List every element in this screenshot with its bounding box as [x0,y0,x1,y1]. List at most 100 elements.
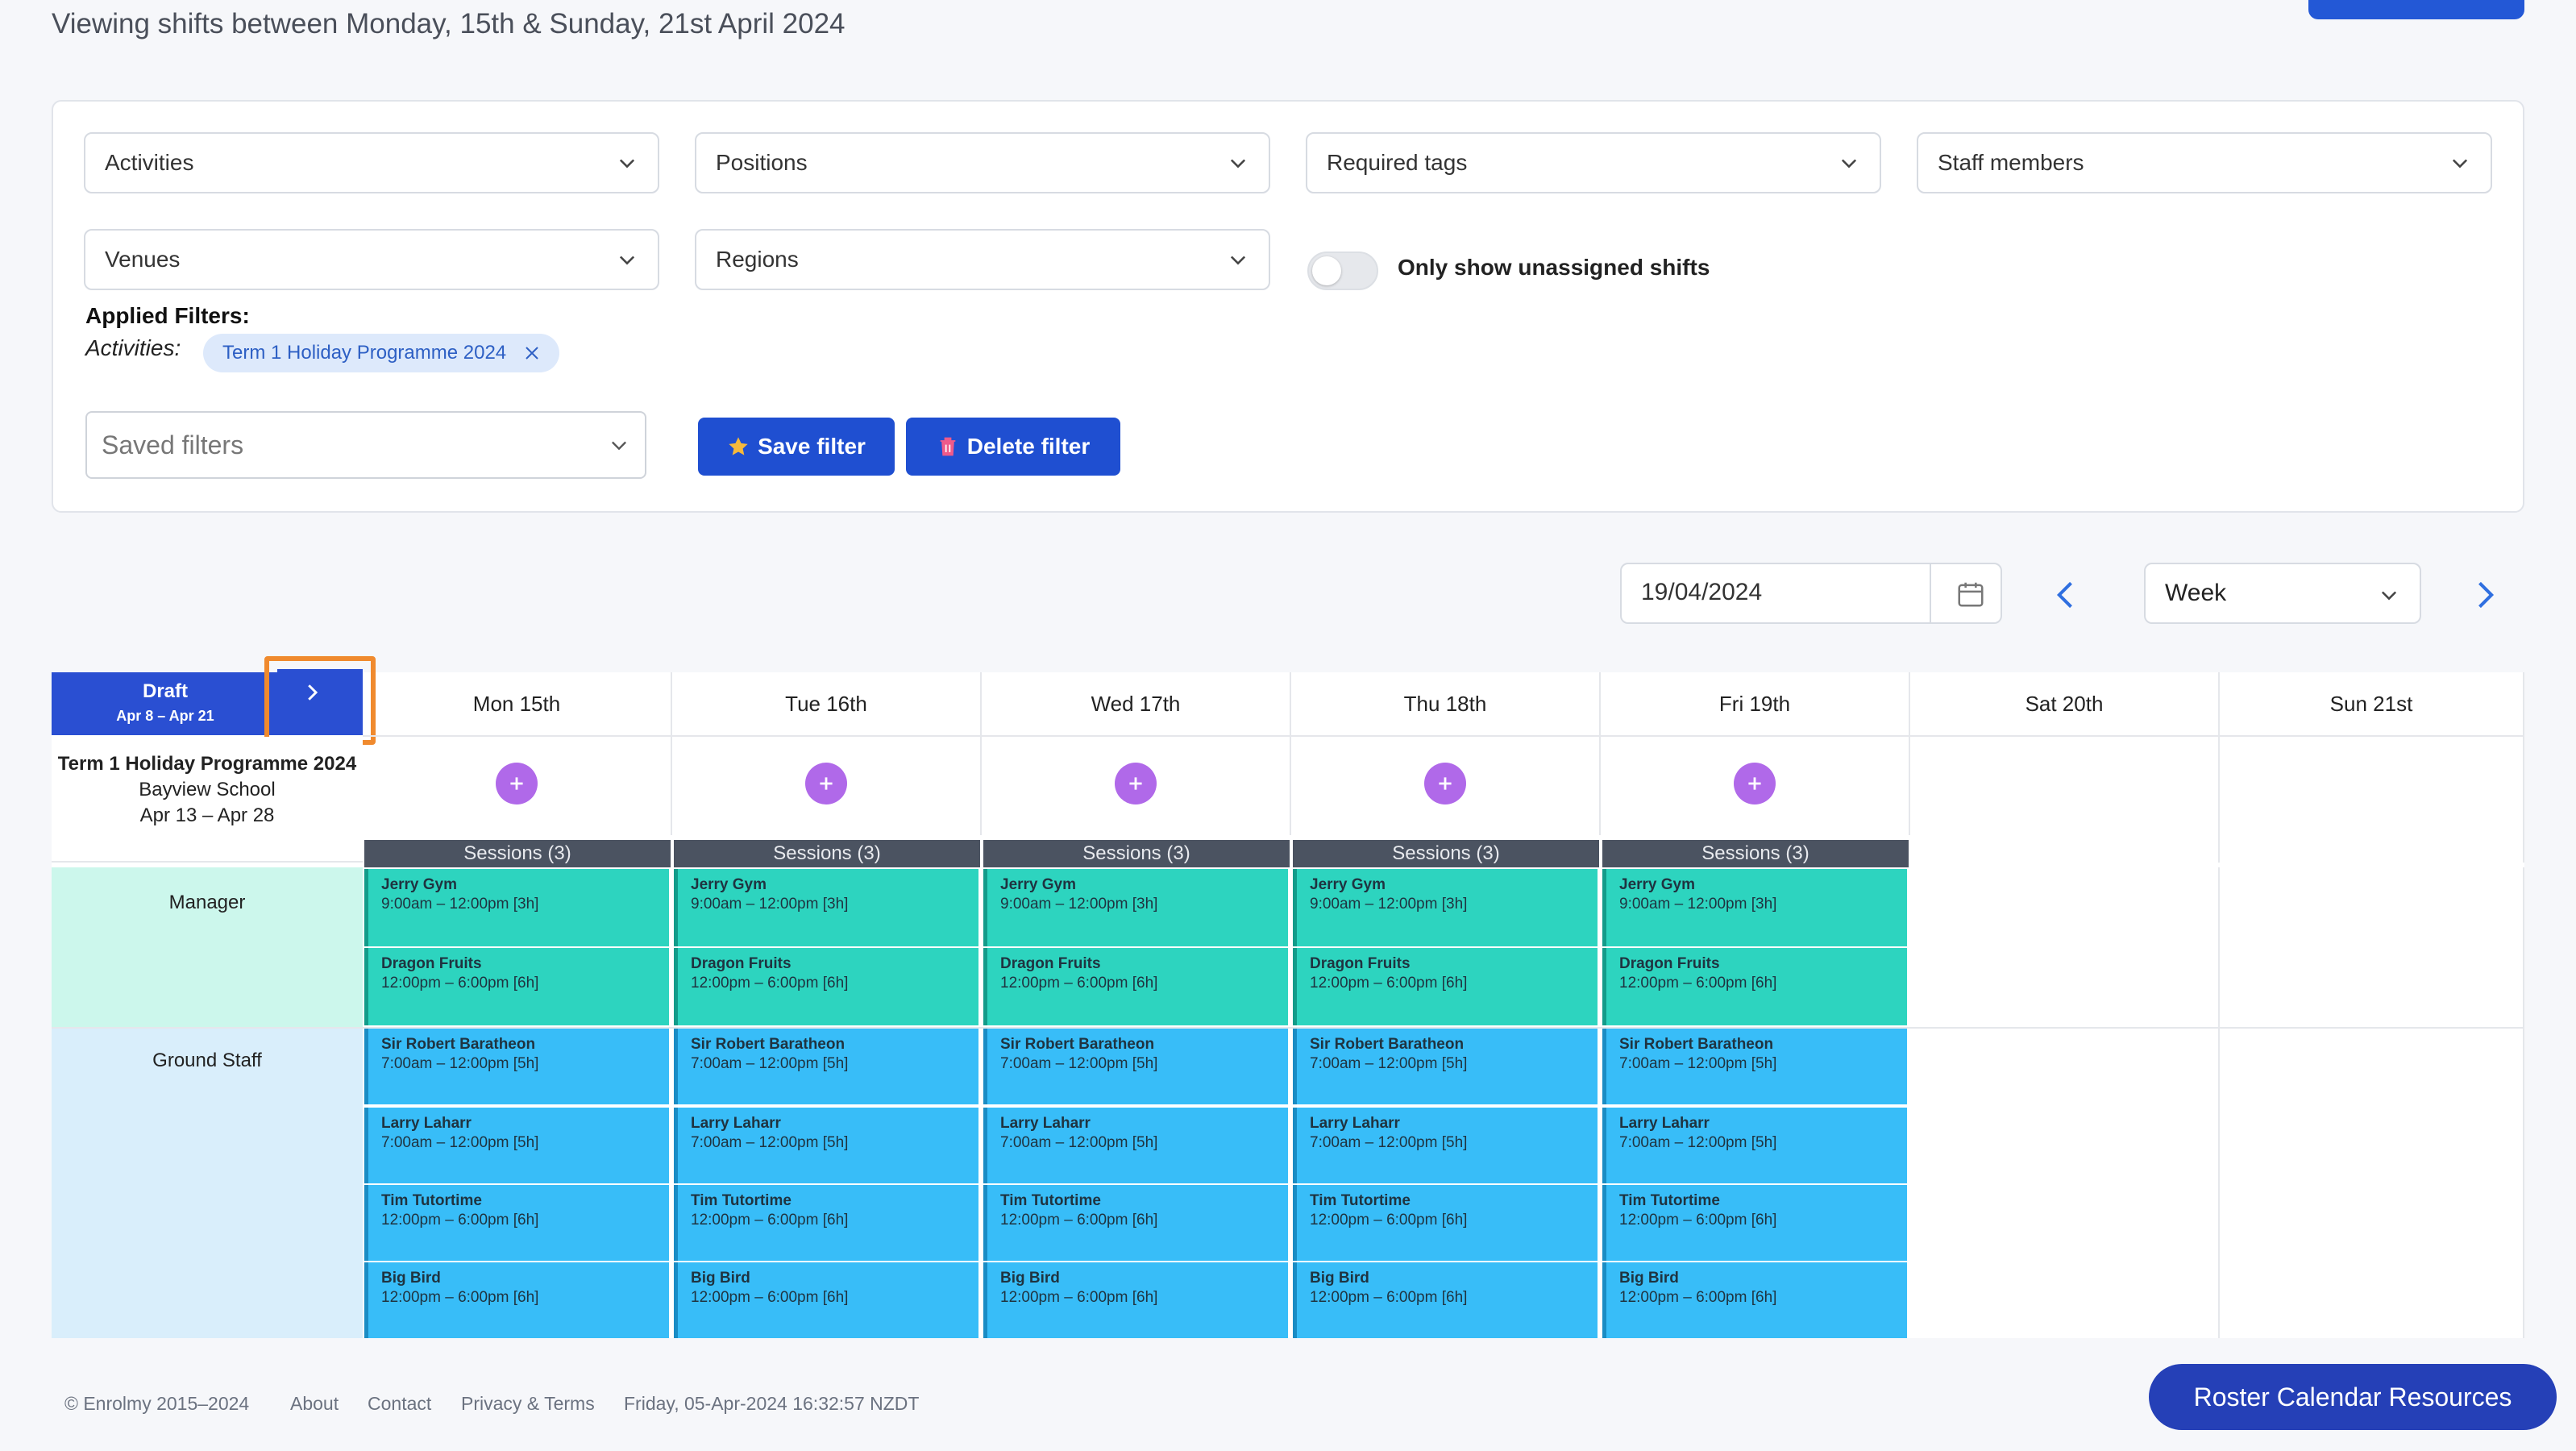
shift-time: 12:00pm – 6:00pm [6h] [691,975,849,992]
shift-card[interactable]: Big Bird 12:00pm – 6:00pm [6h] [674,1262,978,1338]
top-action-button[interactable] [2308,0,2524,19]
chevron-left-icon[interactable] [2049,577,2084,613]
date-input[interactable]: 19/04/2024 [1641,579,1763,605]
unassigned-toggle[interactable] [1307,252,1378,290]
unassigned-toggle-label: Only show unassigned shifts [1398,255,1710,280]
shift-staff-name: Jerry Gym [1619,876,1696,893]
view-select[interactable]: Week [2144,563,2421,624]
shift-staff-name: Tim Tutortime [1619,1192,1720,1209]
activity-venue: Bayview School [139,779,276,800]
close-icon[interactable] [522,343,542,363]
shift-time: 12:00pm – 6:00pm [6h] [1000,975,1158,992]
footer-timestamp: Friday, 05-Apr-2024 16:32:57 NZDT [624,1393,920,1414]
add-shift-button[interactable] [805,763,847,804]
venues-dropdown-label: Venues [105,247,181,272]
date-picker[interactable]: 19/04/2024 [1620,563,2002,624]
shift-card[interactable]: Larry Laharr 7:00am – 12:00pm [5h] [1602,1108,1907,1183]
roster-resources-button[interactable]: Roster Calendar Resources [2149,1364,2557,1430]
shift-staff-name: Big Bird [1310,1270,1369,1287]
staff-members-dropdown[interactable]: Staff members [1917,132,2492,193]
shift-card[interactable]: Larry Laharr 7:00am – 12:00pm [5h] [983,1108,1288,1183]
positions-dropdown[interactable]: Positions [695,132,1270,193]
applied-filters-key: Activities: [85,335,181,360]
sessions-bar[interactable]: Sessions (3) [983,840,1290,867]
shift-card[interactable]: Sir Robert Baratheon 7:00am – 12:00pm [5h… [674,1029,978,1104]
shift-staff-name: Sir Robert Baratheon [1619,1036,1774,1053]
footer-privacy-link[interactable]: Privacy & Terms [461,1393,595,1414]
shift-card[interactable]: Tim Tutortime 12:00pm – 6:00pm [6h] [1602,1185,1907,1261]
chip-label: Term 1 Holiday Programme 2024 [222,342,507,364]
shift-card[interactable]: Jerry Gym 9:00am – 12:00pm [3h] [674,869,978,946]
shift-staff-name: Big Bird [381,1270,441,1287]
add-shift-button[interactable] [1424,763,1466,804]
calendar-icon[interactable] [1955,579,1986,609]
shift-card[interactable]: Sir Robert Baratheon 7:00am – 12:00pm [5h… [983,1029,1288,1104]
shift-card[interactable]: Larry Laharr 7:00am – 12:00pm [5h] [1293,1108,1598,1183]
shift-card[interactable]: Jerry Gym 9:00am – 12:00pm [3h] [1293,869,1598,946]
applied-filters-title: Applied Filters: [85,303,250,328]
shift-card[interactable]: Sir Robert Baratheon 7:00am – 12:00pm [5h… [1293,1029,1598,1104]
shift-card[interactable]: Big Bird 12:00pm – 6:00pm [6h] [983,1262,1288,1338]
shift-card[interactable]: Tim Tutortime 12:00pm – 6:00pm [6h] [983,1185,1288,1261]
shift-card[interactable]: Jerry Gym 9:00am – 12:00pm [3h] [364,869,669,946]
chevron-down-icon [612,441,626,451]
shift-card[interactable]: Big Bird 12:00pm – 6:00pm [6h] [1602,1262,1907,1338]
shift-card[interactable]: Dragon Fruits 12:00pm – 6:00pm [6h] [364,948,669,1025]
draft-range: Apr 8 – Apr 21 [116,708,214,724]
shift-card[interactable]: Larry Laharr 7:00am – 12:00pm [5h] [674,1108,978,1183]
shift-time: 7:00am – 12:00pm [5h] [691,1055,849,1072]
footer-contact-link[interactable]: Contact [368,1393,432,1414]
venues-dropdown[interactable]: Venues [84,229,659,290]
position-label-ground-staff: Ground Staff [152,1050,262,1071]
draft-next-button[interactable] [264,656,376,745]
sessions-bar[interactable]: Sessions (3) [1293,840,1599,867]
footer-about-link[interactable]: About [290,1393,339,1414]
plus-icon [1439,777,1452,790]
add-shift-button[interactable] [496,763,538,804]
chevron-down-icon [619,159,635,168]
shift-card[interactable]: Tim Tutortime 12:00pm – 6:00pm [6h] [674,1185,978,1261]
shift-card[interactable]: Big Bird 12:00pm – 6:00pm [6h] [1293,1262,1598,1338]
shift-time: 12:00pm – 6:00pm [6h] [691,1289,849,1306]
shift-time: 9:00am – 12:00pm [3h] [1310,896,1468,913]
shift-card[interactable]: Jerry Gym 9:00am – 12:00pm [3h] [983,869,1288,946]
save-filter-button[interactable]: Save filter [698,418,895,476]
shift-card[interactable]: Big Bird 12:00pm – 6:00pm [6h] [364,1262,669,1338]
activities-dropdown-label: Activities [105,150,194,175]
delete-filter-label: Delete filter [966,434,1091,459]
chevron-down-icon [1230,159,1246,168]
shift-time: 7:00am – 12:00pm [5h] [1619,1134,1777,1151]
shift-time: 12:00pm – 6:00pm [6h] [1310,1289,1468,1306]
plus-icon [820,777,833,790]
shift-card[interactable]: Dragon Fruits 12:00pm – 6:00pm [6h] [1293,948,1598,1025]
shift-card[interactable]: Dragon Fruits 12:00pm – 6:00pm [6h] [674,948,978,1025]
empty-cell [1910,737,2220,863]
shift-card[interactable]: Jerry Gym 9:00am – 12:00pm [3h] [1602,869,1907,946]
manager-row-bg [52,867,363,1027]
shift-time: 7:00am – 12:00pm [5h] [691,1134,849,1151]
shift-time: 12:00pm – 6:00pm [6h] [1000,1212,1158,1229]
sessions-bar[interactable]: Sessions (3) [364,840,671,867]
shift-card[interactable]: Larry Laharr 7:00am – 12:00pm [5h] [364,1108,669,1183]
shift-card[interactable]: Tim Tutortime 12:00pm – 6:00pm [6h] [1293,1185,1598,1261]
shift-card[interactable]: Sir Robert Baratheon 7:00am – 12:00pm [5h… [364,1029,669,1104]
shift-card[interactable]: Tim Tutortime 12:00pm – 6:00pm [6h] [364,1185,669,1261]
shift-time: 12:00pm – 6:00pm [6h] [691,1212,849,1229]
chevron-right-icon[interactable] [2466,577,2502,613]
required-tags-dropdown[interactable]: Required tags [1306,132,1881,193]
shift-card[interactable]: Dragon Fruits 12:00pm – 6:00pm [6h] [983,948,1288,1025]
sessions-bar[interactable]: Sessions (3) [1602,840,1909,867]
saved-filters-select[interactable]: Saved filters [85,411,646,479]
shift-staff-name: Jerry Gym [1310,876,1386,893]
regions-dropdown-label: Regions [716,247,799,272]
shift-time: 7:00am – 12:00pm [5h] [1619,1055,1777,1072]
add-shift-button[interactable] [1115,763,1157,804]
shift-card[interactable]: Sir Robert Baratheon 7:00am – 12:00pm [5h… [1602,1029,1907,1104]
shift-card[interactable]: Dragon Fruits 12:00pm – 6:00pm [6h] [1602,948,1907,1025]
add-shift-button[interactable] [1734,763,1776,804]
sessions-bar[interactable]: Sessions (3) [674,840,980,867]
delete-filter-button[interactable]: Delete filter [906,418,1120,476]
activities-dropdown[interactable]: Activities [84,132,659,193]
regions-dropdown[interactable]: Regions [695,229,1270,290]
shift-staff-name: Dragon Fruits [381,955,482,972]
